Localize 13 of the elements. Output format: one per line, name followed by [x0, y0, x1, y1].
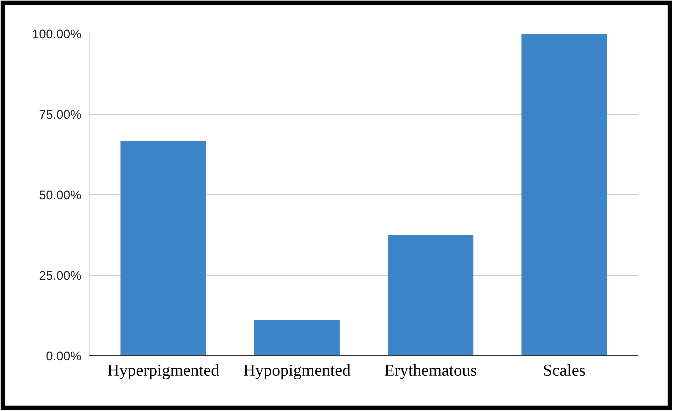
bar	[254, 320, 340, 356]
y-tick-label: 25.00%	[40, 271, 82, 280]
y-tick-label: 50.00%	[40, 190, 82, 200]
x-tick-label: Scales	[544, 364, 586, 376]
x-tick-label: Hyperpigmented	[108, 364, 220, 380]
x-tick-label: Hypopigmented	[244, 364, 351, 380]
y-tick-label: 0.00%	[46, 352, 82, 361]
bar	[522, 34, 608, 356]
bar	[120, 141, 206, 356]
y-tick-label: 100.00%	[33, 30, 82, 39]
y-tick-label: 75.00%	[40, 110, 82, 120]
bar	[388, 235, 474, 356]
x-tick-label: Erythematous	[385, 364, 477, 380]
